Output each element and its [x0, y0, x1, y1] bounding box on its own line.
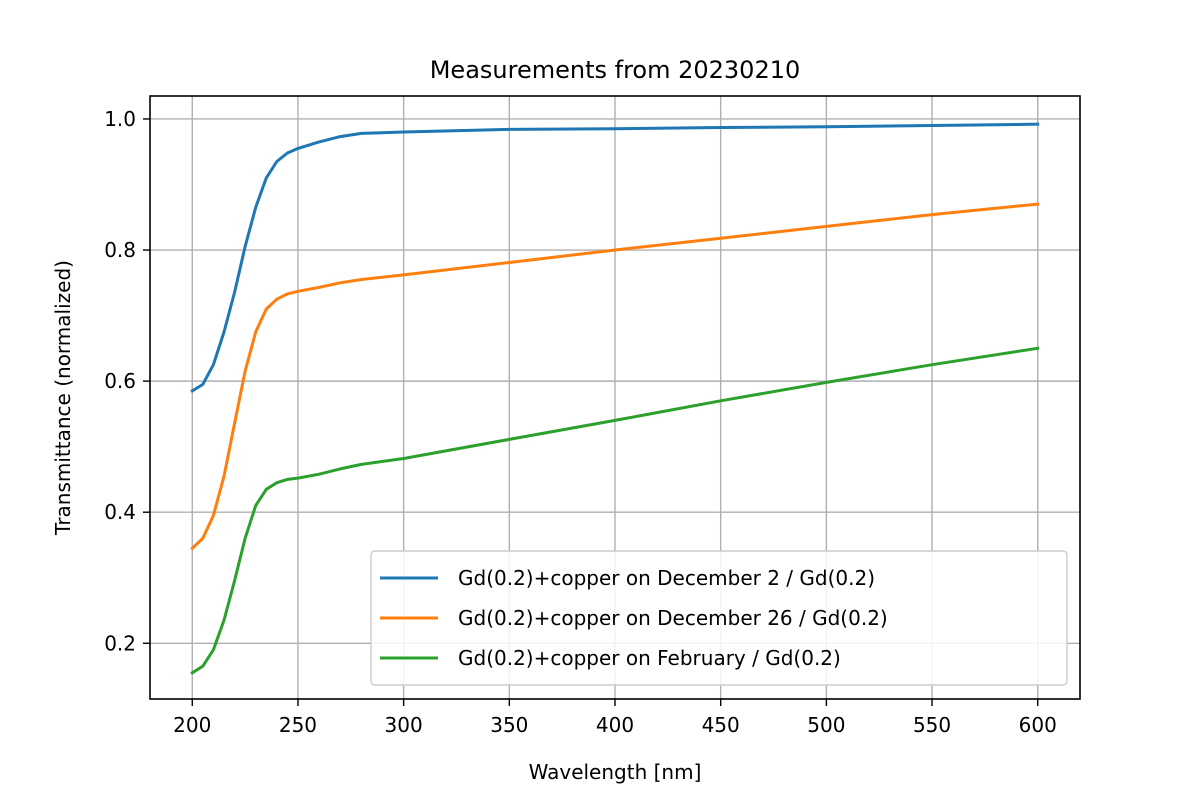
x-tick-label: 250 [279, 713, 317, 737]
axis-ticks: 200 250 300 350 400 450 500 550 600 0.2 0.4 0.6 0.8 1… [104, 107, 1057, 737]
series-line-3 [190, 346, 1040, 675]
series-line-2 [190, 202, 1040, 551]
x-tick-label: 500 [807, 713, 845, 737]
x-tick-label: 450 [702, 713, 740, 737]
y-axis-label: Transmittance (normalized) [51, 260, 75, 536]
y-tick-label: 0.4 [104, 500, 136, 524]
x-tick-label: 300 [385, 713, 423, 737]
series-line-1 [190, 122, 1040, 393]
y-tick-label: 0.8 [104, 238, 136, 262]
y-tick-label: 1.0 [104, 107, 136, 131]
series-lines [190, 122, 1040, 675]
y-tick-label: 0.6 [104, 369, 136, 393]
x-tick-label: 550 [913, 713, 951, 737]
x-tick-label: 350 [490, 713, 528, 737]
legend-box [370, 550, 1068, 686]
legend: Gd(0.2)+copper on December 2 / Gd(0.2) Gd… [370, 550, 1068, 686]
chart-title: Measurements from 20230210 [430, 56, 801, 84]
legend-label-2: Gd(0.2)+copper on December 26 / Gd(0.2) [458, 606, 888, 630]
x-tick-label: 400 [596, 713, 634, 737]
x-tick-label: 200 [173, 713, 211, 737]
legend-label-1: Gd(0.2)+copper on December 2 / Gd(0.2) [458, 566, 875, 590]
y-tick-label: 0.2 [104, 631, 136, 655]
x-tick-label: 600 [1019, 713, 1057, 737]
x-axis-label: Wavelength [nm] [529, 760, 702, 784]
legend-label-3: Gd(0.2)+copper on February / Gd(0.2) [458, 646, 841, 670]
